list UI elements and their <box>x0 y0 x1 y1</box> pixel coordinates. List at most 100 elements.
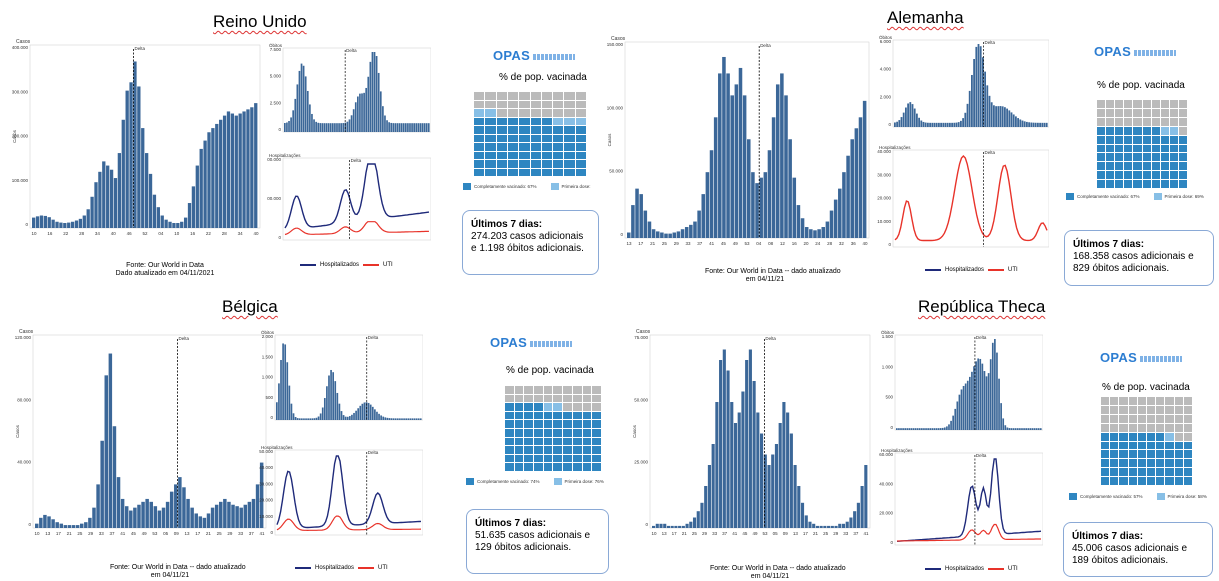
obitos-bar <box>399 418 401 420</box>
delta-label: Delta <box>368 450 379 455</box>
cases-bar <box>198 516 203 528</box>
waffle-cell <box>1101 441 1110 450</box>
uti-swatch <box>363 264 380 266</box>
cases-bar <box>106 165 110 228</box>
obitos-bar <box>964 383 967 430</box>
cases-bar <box>704 486 708 528</box>
obitos-ytick: 6.000 <box>880 39 892 44</box>
obitos-label: Óbitos <box>261 329 275 335</box>
obitos-bar <box>284 344 287 420</box>
cases-ytick: 300.000 <box>12 89 28 94</box>
obitos-bar <box>405 418 407 420</box>
cases-bar <box>70 221 75 228</box>
waffle-cell <box>1124 144 1133 153</box>
obitos-bar <box>296 418 299 420</box>
obitos-bar <box>329 123 332 132</box>
country-title: República Theca <box>918 297 1046 316</box>
waffle-cell <box>553 428 563 437</box>
cases-bar <box>108 353 113 528</box>
waffle-cell <box>1106 126 1115 135</box>
waffle-cell <box>1151 100 1160 108</box>
waffle-cell <box>524 463 534 471</box>
waffle-cell <box>1119 441 1128 450</box>
cases-bar <box>763 454 767 528</box>
waffle-cell <box>1110 459 1119 468</box>
cases-bar <box>86 209 90 228</box>
obitos-label: Óbitos <box>269 42 283 48</box>
obitos-bar <box>276 402 278 420</box>
waffle-cell <box>1128 450 1137 459</box>
waffle-cell <box>1183 468 1192 477</box>
cases-bar <box>681 525 685 528</box>
obitos-bar <box>413 123 415 132</box>
delta-label: Delta <box>976 453 987 458</box>
cases-xtick: 25 <box>823 531 829 536</box>
obitos-bar <box>298 70 301 132</box>
waffle-cell <box>485 160 496 168</box>
hospitalizados-legend-label: Hospitalizados <box>320 262 360 268</box>
waffle-cell <box>1128 459 1137 468</box>
obitos-bar <box>334 381 337 420</box>
waffle-cell <box>1142 108 1151 117</box>
cases-bar <box>737 412 741 528</box>
cases-bar <box>689 521 693 528</box>
obitos-bar <box>918 428 921 430</box>
opas-emblem-icon <box>530 340 573 347</box>
cases-bar <box>655 523 659 528</box>
obitos-bar <box>417 418 420 420</box>
source-note: Fonte: Our World in Data -- dado atualiz… <box>110 564 246 580</box>
cases-bar <box>63 525 68 528</box>
waffle-cell <box>572 463 582 471</box>
obitos-ytick: 0 <box>270 415 273 420</box>
obitos-bar <box>357 408 360 420</box>
obitos-bar <box>407 418 410 420</box>
waffle-cell <box>534 428 543 437</box>
obitos-bar <box>905 107 907 127</box>
cases-xtick: 53 <box>152 531 158 536</box>
obitos-bar <box>911 104 914 127</box>
cases-xtick: 29 <box>227 531 233 536</box>
obitos-bar <box>1023 428 1025 430</box>
cases-bar <box>856 502 860 528</box>
waffle-cell <box>485 92 496 100</box>
cases-bar <box>670 525 674 528</box>
waffle-cell <box>553 463 563 471</box>
obitos-bar <box>994 339 996 430</box>
obitos-bar <box>380 415 382 420</box>
uti-line <box>276 515 422 532</box>
cases-bar <box>121 119 125 228</box>
obitos-bar <box>944 122 947 127</box>
obitos-bar <box>373 52 376 132</box>
waffle-cell <box>1128 423 1137 432</box>
opas-logo-text: OPAS <box>1100 350 1138 365</box>
cases-bar <box>651 229 656 238</box>
cases-bar <box>152 194 157 228</box>
cases-ytick: 75.000 <box>634 335 648 340</box>
waffle-cell <box>1137 423 1146 432</box>
obitos-bar <box>916 428 919 430</box>
waffle-cell <box>1146 414 1156 423</box>
waffle-cell <box>1174 405 1183 414</box>
cases-bar <box>100 440 104 528</box>
cases-xtick: 41 <box>259 531 265 536</box>
cases-bar <box>834 525 838 528</box>
waffle-cell <box>564 117 575 125</box>
delta-label: Delta <box>976 335 987 340</box>
obitos-plot-frame <box>274 334 423 421</box>
cases-bar <box>202 517 207 528</box>
waffle-cell <box>1165 441 1174 450</box>
waffle-cell <box>534 446 543 454</box>
hosp-legend: Hospitalizados UTI <box>300 262 393 268</box>
waffle-cell <box>1101 414 1110 423</box>
waffle-cell <box>485 134 496 142</box>
hosp-ytick: 0 <box>888 242 891 247</box>
cases-xtick: 16 <box>47 231 53 236</box>
cases-xtick: 45 <box>131 531 137 536</box>
cases-bar <box>819 525 823 528</box>
cases-xtick: 49 <box>752 531 758 536</box>
waffle-cell <box>496 126 507 134</box>
vaccination-title: % de pop. vacinada <box>506 365 594 376</box>
obitos-bar <box>346 416 349 420</box>
waffle-cell <box>553 168 564 176</box>
